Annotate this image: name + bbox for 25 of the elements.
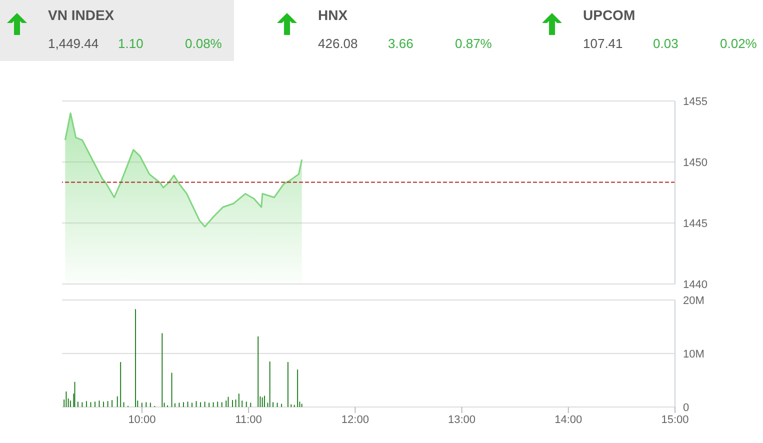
text: 3.66 (388, 36, 414, 51)
text: 0.03 (653, 36, 678, 51)
y-tick-label: 1445 (683, 218, 708, 230)
text: 0.08% (185, 36, 222, 51)
x-tick-label: 10:00 (128, 414, 156, 426)
category-label: HNX (318, 7, 348, 23)
x-tick-label: 12:00 (341, 414, 369, 426)
y-tick-label: 20M (683, 294, 704, 307)
x-tick-label: 13:00 (448, 414, 476, 426)
text: 0.02% (720, 36, 757, 51)
x-tick-label: 14:00 (554, 414, 582, 426)
y-tick-label: 1440 (683, 278, 708, 291)
y-tick-label: 1455 (683, 96, 708, 108)
text: 426.08 (318, 36, 358, 51)
x-tick-label: 11:00 (235, 414, 262, 426)
x-tick-label: 15:00 (661, 414, 689, 426)
text: 0.87% (455, 36, 492, 51)
y-tick-label: 10M (683, 348, 704, 360)
y-tick-label: 0 (683, 402, 690, 414)
category-label: UPCOM (583, 7, 636, 23)
text: 1.10 (118, 36, 144, 51)
text: 107.41 (583, 36, 623, 51)
text: 1,449.44 (48, 36, 99, 51)
category-label: VN INDEX (48, 7, 114, 23)
y-tick-label: 1450 (683, 156, 708, 169)
